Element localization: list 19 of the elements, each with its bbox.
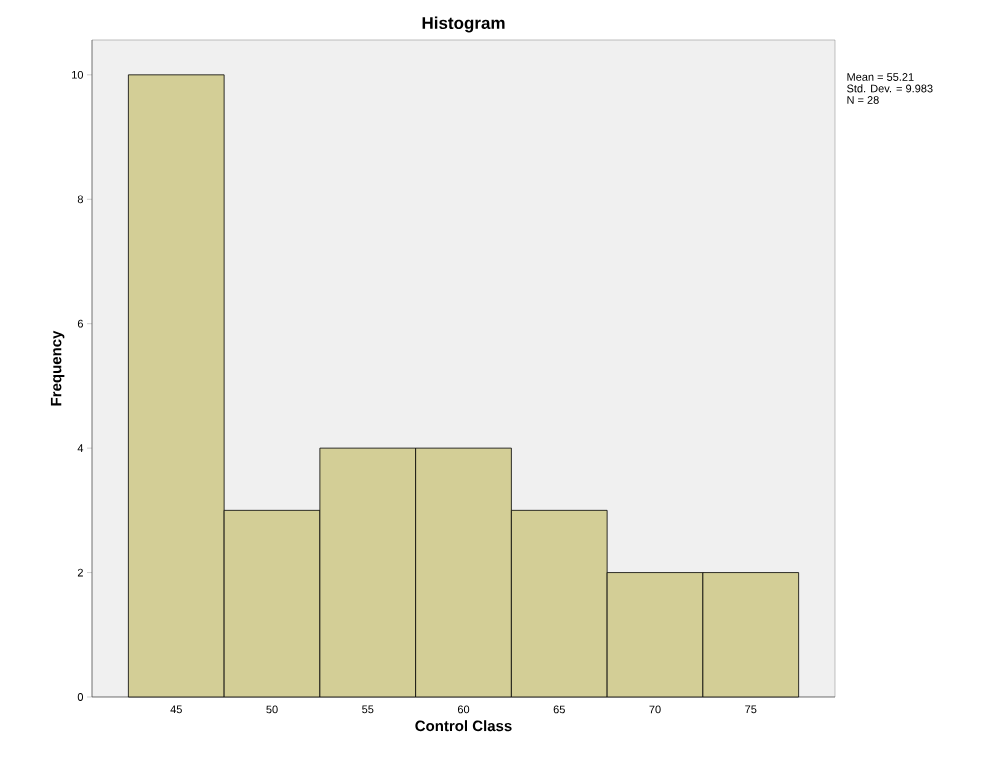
x-tick-label: 50: [266, 705, 278, 714]
text: Mean = 55.21: [847, 73, 914, 81]
x-tick-label: 60: [457, 705, 470, 714]
y-tick-label: 6: [77, 319, 83, 328]
text: Std. Dev. = 9.983: [847, 84, 933, 93]
y-tick-label: 8: [77, 195, 83, 204]
text: N = 28: [847, 96, 879, 104]
x-tick-label: 55: [362, 705, 374, 714]
x-tick-label: 75: [745, 705, 757, 714]
y-tick-label: 4: [77, 444, 84, 452]
x-axis-title: Control Class: [415, 720, 512, 732]
x-tick-label: 45: [170, 705, 182, 714]
y-axis-title: Frequency: [50, 330, 65, 406]
x-tick-label: 65: [553, 705, 565, 714]
y-tick-label: 10: [72, 70, 84, 79]
y-tick-label: 2: [77, 568, 83, 577]
y-tick-label: 0: [77, 693, 84, 701]
x-tick-label: 70: [649, 705, 661, 714]
chart-title: Histogram: [422, 16, 505, 33]
